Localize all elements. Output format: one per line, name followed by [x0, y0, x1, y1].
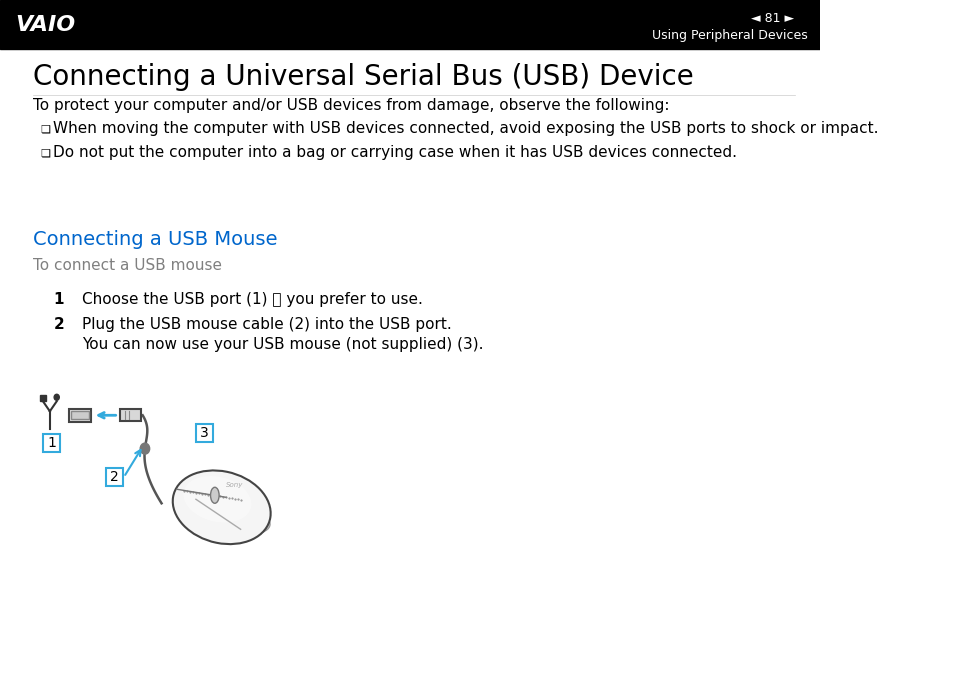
Circle shape — [140, 443, 150, 454]
Text: When moving the computer with USB devices connected, avoid exposing the USB port: When moving the computer with USB device… — [53, 121, 878, 136]
Ellipse shape — [211, 487, 219, 503]
Text: 1: 1 — [53, 292, 64, 307]
Text: Connecting a USB Mouse: Connecting a USB Mouse — [32, 231, 277, 249]
FancyBboxPatch shape — [106, 468, 123, 486]
FancyBboxPatch shape — [195, 424, 213, 442]
Bar — [120, 409, 141, 421]
Text: To connect a USB mouse: To connect a USB mouse — [32, 258, 221, 273]
Bar — [0, 0, 819, 49]
Ellipse shape — [172, 470, 271, 544]
Bar — [40, 395, 46, 401]
Text: 1: 1 — [47, 436, 56, 450]
Text: Sony: Sony — [226, 483, 243, 488]
Text: Plug the USB mouse cable (2) into the USB port.: Plug the USB mouse cable (2) into the US… — [82, 317, 452, 332]
Bar — [69, 408, 91, 422]
Text: Using Peripheral Devices: Using Peripheral Devices — [651, 29, 807, 42]
Text: ◄ 81 ►: ◄ 81 ► — [750, 12, 793, 25]
Ellipse shape — [175, 495, 270, 535]
FancyBboxPatch shape — [43, 434, 60, 452]
Text: Do not put the computer into a bag or carrying case when it has USB devices conn: Do not put the computer into a bag or ca… — [53, 146, 737, 160]
Text: ❏: ❏ — [40, 148, 51, 158]
Circle shape — [54, 394, 59, 400]
Text: Choose the USB port (1) ␥ you prefer to use.: Choose the USB port (1) ␥ you prefer to … — [82, 292, 422, 307]
Text: ❏: ❏ — [40, 124, 51, 134]
Text: 2: 2 — [110, 470, 118, 485]
Text: 2: 2 — [53, 317, 64, 332]
Text: You can now use your USB mouse (not supplied) (3).: You can now use your USB mouse (not supp… — [82, 337, 483, 352]
Text: VAIO: VAIO — [15, 15, 75, 34]
Bar — [71, 411, 89, 419]
Ellipse shape — [183, 476, 252, 522]
Text: Connecting a Universal Serial Bus (USB) Device: Connecting a Universal Serial Bus (USB) … — [32, 63, 693, 91]
Text: To protect your computer and/or USB devices from damage, observe the following:: To protect your computer and/or USB devi… — [32, 98, 669, 113]
Text: 3: 3 — [200, 426, 209, 440]
